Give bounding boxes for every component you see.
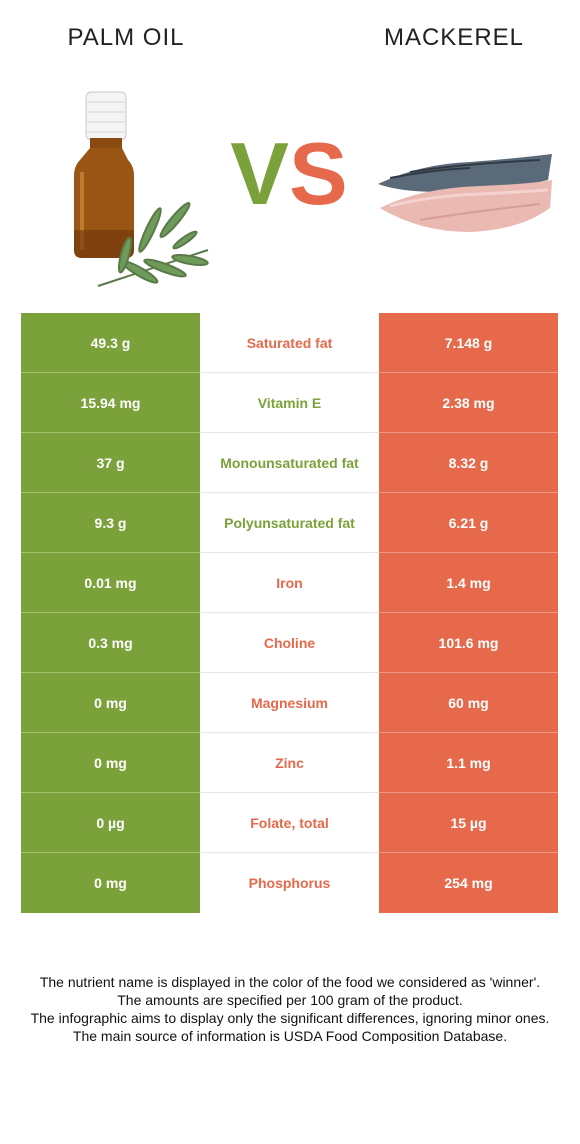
nutrient-name: Magnesium [200,673,379,733]
nutrient-name: Folate, total [200,793,379,853]
oil-bottle-icon [74,91,134,258]
table-row: 0 mg Zinc 1.1 mg [21,733,558,793]
vs-label: VS [224,130,354,218]
mackerel-value: 8.32 g [379,433,558,493]
palm-oil-title: PALM OIL [67,24,185,51]
footnotes: The nutrient name is displayed in the co… [18,973,562,1045]
table-row: 0 mg Magnesium 60 mg [21,673,558,733]
palm-oil-value: 37 g [21,433,200,493]
footnote: The infographic aims to display only the… [30,1010,550,1026]
palm-oil-value: 49.3 g [21,313,200,373]
table-row: 0 µg Folate, total 15 µg [21,793,558,853]
mackerel-value: 101.6 mg [379,613,558,673]
mackerel-value: 2.38 mg [379,373,558,433]
nutrient-name: Polyunsaturated fat [200,493,379,553]
mackerel-value: 7.148 g [379,313,558,373]
palm-oil-value: 0 mg [21,733,200,793]
palm-oil-value: 0 mg [21,853,200,913]
vs-v: V [230,124,289,223]
table-row: 0 mg Phosphorus 254 mg [21,853,558,913]
footnote: The amounts are specified per 100 gram o… [117,992,463,1008]
nutrient-name: Choline [200,613,379,673]
mackerel-value: 60 mg [379,673,558,733]
herb-sprig-icon [97,201,209,287]
nutrient-name: Zinc [200,733,379,793]
comparison-table: 49.3 g Saturated fat 7.148 g 15.94 mg Vi… [21,313,558,913]
palm-oil-value: 0.3 mg [21,613,200,673]
nutrient-name: Iron [200,553,379,613]
palm-oil-value: 9.3 g [21,493,200,553]
mackerel-value: 254 mg [379,853,558,913]
palm-oil-value: 0 mg [21,673,200,733]
table-row: 9.3 g Polyunsaturated fat 6.21 g [21,493,558,553]
mackerel-value: 1.4 mg [379,553,558,613]
nutrient-name: Monounsaturated fat [200,433,379,493]
mackerel-value: 1.1 mg [379,733,558,793]
footnote: The nutrient name is displayed in the co… [39,974,541,990]
mackerel-value: 15 µg [379,793,558,853]
nutrient-name: Phosphorus [200,853,379,913]
nutrient-name: Saturated fat [200,313,379,373]
mackerel-value: 6.21 g [379,493,558,553]
table-row: 37 g Monounsaturated fat 8.32 g [21,433,558,493]
palm-oil-value: 15.94 mg [21,373,200,433]
table-row: 49.3 g Saturated fat 7.148 g [21,313,558,373]
footnote: The main source of information is USDA F… [72,1028,508,1044]
nutrient-name: Vitamin E [200,373,379,433]
table-row: 15.94 mg Vitamin E 2.38 mg [21,373,558,433]
vs-s: S [289,124,348,223]
mackerel-fillet-icon [378,154,552,232]
table-row: 0.01 mg Iron 1.4 mg [21,553,558,613]
table-row: 0.3 mg Choline 101.6 mg [21,613,558,673]
palm-oil-value: 0 µg [21,793,200,853]
palm-oil-value: 0.01 mg [21,553,200,613]
mackerel-title: MACKEREL [383,24,525,51]
hero-illustrations [74,91,552,287]
